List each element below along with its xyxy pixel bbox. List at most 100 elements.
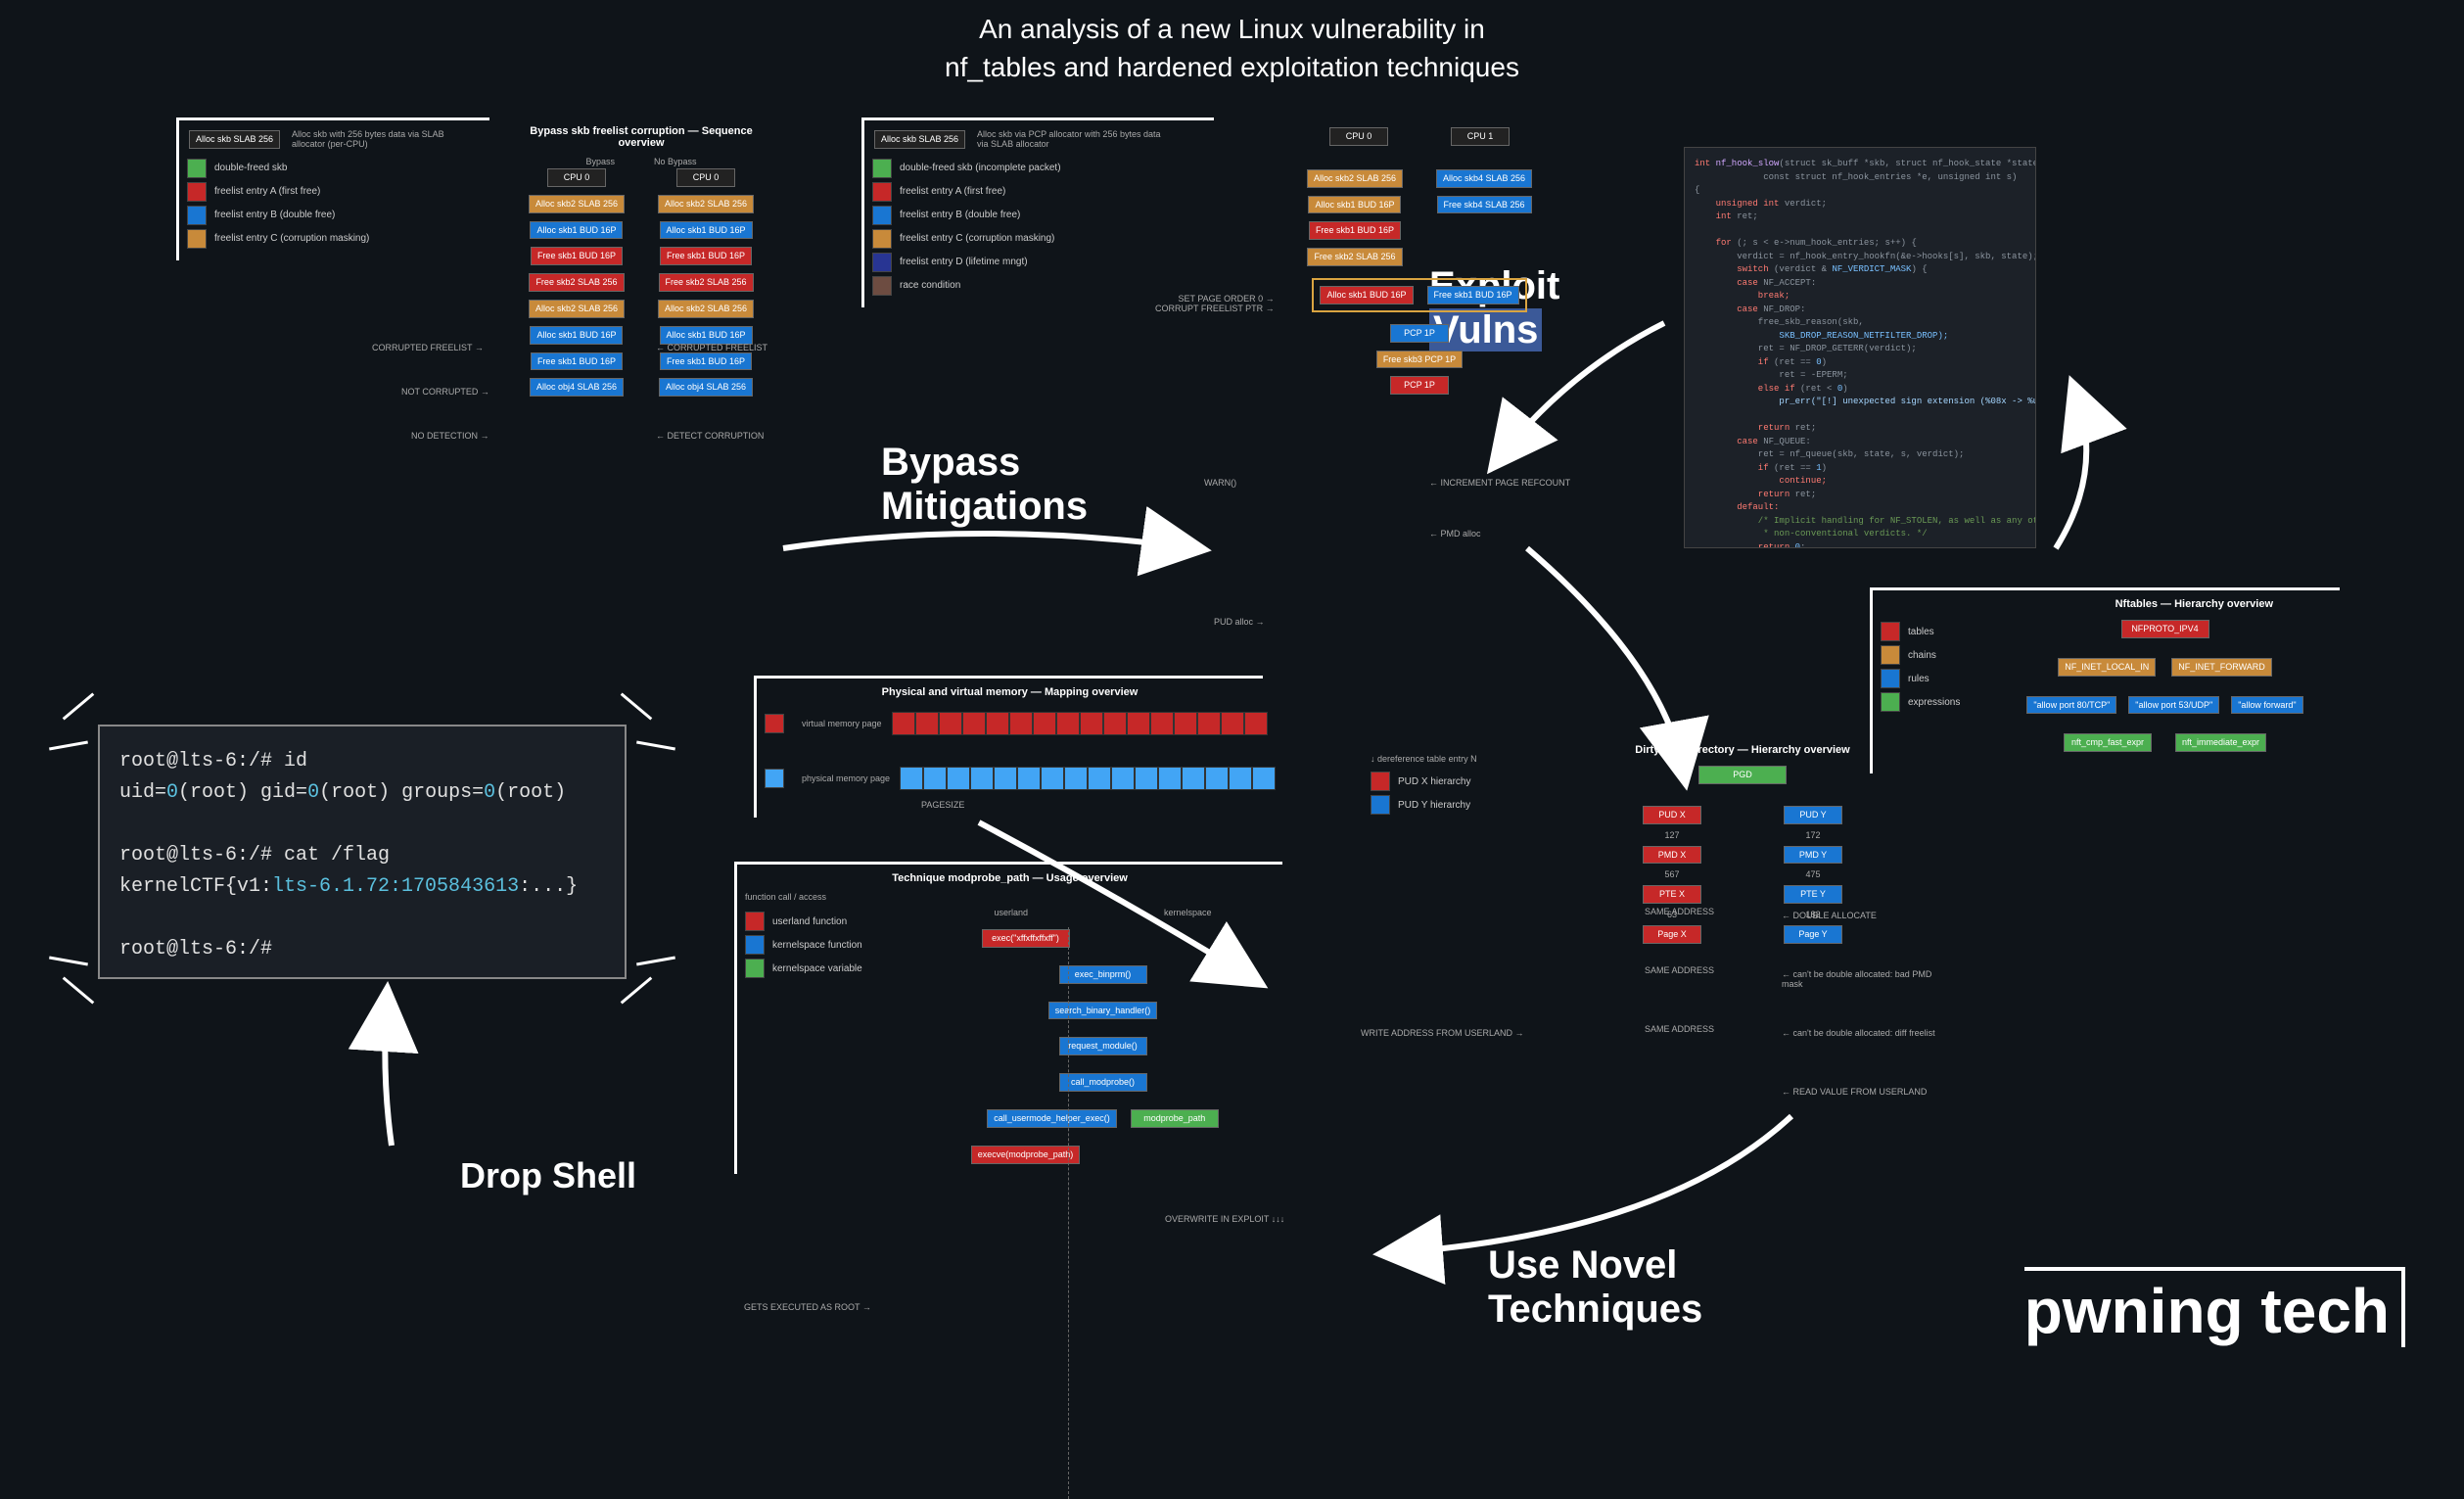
legend-swatch (872, 253, 892, 272)
flow-node: exec("xffxffxffxff") (982, 929, 1070, 948)
mem-cell (1041, 767, 1064, 790)
legend-label: freelist entry A (first free) (214, 186, 320, 197)
flow-node: Page Y (1784, 925, 1842, 944)
legend-swatch (187, 159, 207, 178)
cpu0-label: CPU 0 (1329, 127, 1388, 146)
legend-row: freelist entry B (double free) (187, 206, 482, 225)
mem-cell (1221, 712, 1244, 735)
flow-node: PMD Y (1784, 846, 1842, 865)
nft-rule3: "allow forward" (2231, 696, 2302, 715)
mem-cell (1158, 767, 1182, 790)
term-line2: uid=0(root) gid=0(root) groups=0(root) (119, 777, 605, 809)
ann-cant2: ← can't be double allocated: diff freeli… (1782, 1028, 1938, 1038)
spark-icon (49, 741, 88, 751)
edge-label: 567 (1664, 869, 1679, 879)
legend-label: freelist entry C (corruption masking) (900, 233, 1054, 244)
legend-row: freelist entry A (first free) (872, 182, 1206, 202)
legend-label: freelist entry B (double free) (900, 210, 1020, 220)
diagram-mem-mapping: Physical and virtual memory — Mapping ov… (754, 676, 1263, 818)
nft-title: Nftables — Hierarchy overview (1881, 598, 2273, 610)
legend-label: kernelspace variable (772, 963, 862, 974)
label-use-novel: Use Novel Techniques (1488, 1243, 1702, 1332)
flow-node: Alloc skb1 BUD 16P (1308, 196, 1401, 214)
legend-row: freelist entry C (corruption masking) (187, 229, 482, 249)
legend-swatch (187, 182, 207, 202)
legend-label: freelist entry B (double free) (214, 210, 335, 220)
flow-node: execve(modprobe_path) (971, 1146, 1081, 1164)
flow-node: Free skb2 SLAB 256 (659, 273, 754, 292)
spark-icon (621, 692, 653, 720)
legend-row: freelist entry D (lifetime mngt) (872, 253, 1206, 272)
legend-label: kernelspace function (772, 940, 862, 951)
flow-node: PTE X (1643, 885, 1701, 904)
legend-swatch (872, 206, 892, 225)
legend-label: PUD Y hierarchy (1398, 800, 1470, 811)
flow-node: call_usermode_helper_exec() (987, 1109, 1117, 1128)
mem-cell (962, 712, 986, 735)
spark-icon (636, 741, 675, 751)
ann-same2: SAME ADDRESS (1645, 965, 1714, 975)
mem-cell (892, 712, 915, 735)
ann-same1: SAME ADDRESS (1645, 907, 1714, 916)
legend-row: double-freed skb (incomplete packet) (872, 159, 1206, 178)
mem-cell (1064, 767, 1088, 790)
legend-swatch (1371, 772, 1390, 791)
vmem-row (892, 712, 1268, 735)
flow-node: Free skb2 SLAB 256 (1307, 248, 1402, 266)
spark-icon (63, 976, 95, 1004)
flow-node: PCP 1P (1390, 376, 1449, 395)
legend-swatch (872, 276, 892, 296)
legend-swatch (745, 959, 765, 978)
legend-row: freelist entry B (double free) (872, 206, 1206, 225)
flow-node: Free skb1 BUD 16P (531, 247, 623, 265)
ann-cant1: ← can't be double allocated: bad PMD mas… (1782, 969, 1938, 989)
mem-cell (1244, 712, 1268, 735)
legend-label: rules (1908, 674, 1929, 684)
cpu1-label: CPU 1 (1451, 127, 1510, 146)
legend-row: race condition (872, 276, 1206, 296)
pgd-node: PGD (1698, 766, 1787, 784)
code-panel: int nf_hook_slow(struct sk_buff *skb, st… (1684, 147, 2036, 548)
nft-root: NFPROTO_IPV4 (2121, 620, 2209, 638)
bypass-title: Bypass skb freelist corruption — Sequenc… (507, 125, 775, 149)
mem-cell (986, 712, 1009, 735)
flow-node: request_module() (1059, 1037, 1147, 1055)
cpu-label: CPU 0 (547, 168, 606, 187)
mem-cell (1252, 767, 1276, 790)
mem-cell (1111, 767, 1135, 790)
terminal-window: root@lts-6:/# id uid=0(root) gid=0(root)… (98, 725, 627, 979)
modprobe-title: Technique modprobe_path — Usage overview (745, 872, 1275, 884)
flow-node: Alloc obj4 SLAB 256 (659, 378, 753, 397)
mem-cell (1150, 712, 1174, 735)
nft-rule2: "allow port 53/UDP" (2128, 696, 2219, 715)
term-line5: root@lts-6:/# (119, 934, 605, 965)
flow-node: Page X (1643, 925, 1701, 944)
diagram-deref: ↓ dereference table entry N PUD X hierar… (1371, 754, 1566, 819)
ann-corrupted-freelist: CORRUPTED FREELIST → (372, 343, 484, 352)
mem-cell (1135, 767, 1158, 790)
legend-label: PUD X hierarchy (1398, 776, 1470, 787)
flow-node: Alloc skb2 SLAB 256 (658, 300, 754, 318)
ann-root: GETS EXECUTED AS ROOT → (744, 1302, 871, 1312)
spark-icon (63, 692, 95, 720)
flow-node: Free skb1 BUD 16P (660, 352, 752, 371)
flow-node: Alloc skb2 SLAB 256 (1307, 169, 1403, 188)
vmem-swatch (765, 714, 784, 733)
legend-swatch (187, 206, 207, 225)
mem-cell (1182, 767, 1205, 790)
flow-node: Free skb1 BUD 16P (531, 352, 623, 371)
flow-node: Free skb4 SLAB 256 (1437, 196, 1532, 214)
legend-label: race condition (900, 280, 960, 291)
flow-node: PTE Y (1784, 885, 1842, 904)
legend-swatch (745, 912, 765, 931)
mem-title: Physical and virtual memory — Mapping ov… (765, 686, 1255, 698)
legend-swatch (872, 159, 892, 178)
legend-label: freelist entry A (first free) (900, 186, 1005, 197)
mem-cell (1174, 712, 1197, 735)
legend-label: userland function (772, 916, 847, 927)
mem-cell (970, 767, 994, 790)
diagram-slab-alloc: Alloc skb SLAB 256 Alloc skb with 256 by… (176, 117, 489, 260)
legend-swatch (872, 182, 892, 202)
flow-node: call_modprobe() (1059, 1073, 1147, 1092)
legend-swatch (1881, 692, 1900, 712)
